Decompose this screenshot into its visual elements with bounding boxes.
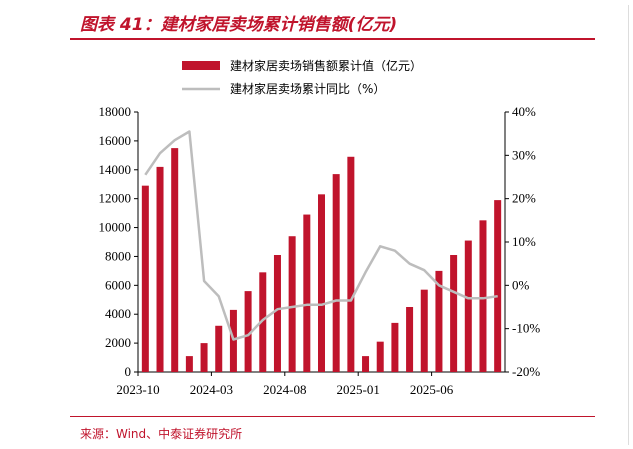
left-tick-label: 16000 [99,133,132,148]
left-tick-label: 10000 [99,220,132,235]
left-tick-label: 8000 [105,248,131,263]
footer-rule [70,416,595,417]
legend-line-label: 建材家居卖场累计同比（%） [230,81,385,96]
x-tick-label: 2024-03 [190,382,233,397]
left-tick-label: 18000 [99,104,132,119]
bar [171,148,179,372]
bar [259,272,267,372]
chart-title: 图表 41：建材家居卖场累计销售额(亿元) [80,15,398,35]
bar [185,356,193,372]
bar [391,322,399,372]
bar [347,156,355,372]
right-tick-label: 40% [512,104,536,119]
adjacent-page-edge [628,5,633,445]
legend: 建材家居卖场销售额累计值（亿元） 建材家居卖场累计同比（%） [182,58,422,96]
x-tick-label: 2023-10 [116,382,159,397]
left-tick-label: 2000 [105,335,131,350]
x-tick-label: 2025-06 [410,382,454,397]
bar [244,291,252,372]
x-tick-label: 2025-01 [337,382,380,397]
bar [435,270,443,372]
bar [273,255,281,372]
right-tick-label: 10% [512,234,536,249]
bar-series [141,148,502,372]
left-tick-label: 0 [125,364,132,379]
right-tick-label: 30% [512,147,536,162]
left-tick-label: 12000 [99,191,132,206]
right-tick-label: 20% [512,191,536,206]
bar [215,325,223,372]
bar [362,356,370,372]
bar [229,309,237,372]
bar [318,194,325,372]
bar [464,240,472,372]
legend-bar-swatch [182,61,220,70]
title-rule [70,38,595,40]
left-tick-label: 14000 [99,162,132,177]
line-series [144,130,498,341]
bar [141,185,149,372]
bar [494,200,502,372]
left-tick-label: 4000 [105,306,131,321]
legend-bar-label: 建材家居卖场销售额累计值（亿元） [230,58,422,73]
bar [200,343,208,372]
right-tick-label: -20% [512,364,540,379]
bar [450,255,458,372]
bar [288,236,296,372]
bar [479,220,487,372]
right-tick-label: -10% [512,321,540,336]
bar [420,289,428,372]
bar [156,166,164,372]
bar [406,307,414,372]
left-tick-label: 6000 [105,277,131,292]
bar [303,214,311,372]
yoy-line [144,130,498,341]
x-tick-label: 2024-08 [263,382,306,397]
bar [332,174,340,372]
axes: 0 2000 4000 6000 8000 10000 12000 14000 16000 180… [99,104,541,397]
right-tick-label: 0% [512,277,530,292]
bar [376,341,384,372]
source-note: 来源：Wind、中泰证券研究所 [80,427,243,441]
